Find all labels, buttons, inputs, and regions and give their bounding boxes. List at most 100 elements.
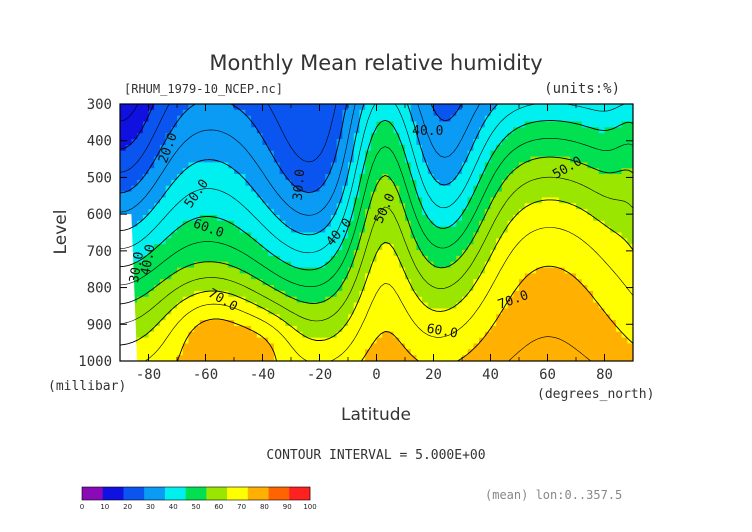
field-cell	[462, 139, 469, 146]
field-cell	[268, 337, 275, 345]
field-cell	[621, 133, 628, 140]
field-cell	[279, 209, 286, 216]
field-cell	[330, 308, 338, 315]
field-cell	[587, 127, 594, 134]
field-cell	[570, 121, 577, 128]
field-cell	[427, 290, 435, 298]
field-cell	[291, 144, 298, 152]
field-cell	[519, 279, 526, 286]
field-cell	[296, 121, 303, 128]
field-cell	[291, 290, 298, 298]
field-cell	[159, 355, 167, 361]
field-cell	[228, 144, 235, 152]
field-cell	[484, 285, 492, 292]
field-cell	[319, 232, 326, 239]
field-cell	[587, 174, 594, 181]
field-cell	[382, 325, 389, 333]
field-cell	[154, 250, 161, 257]
field-cell	[422, 250, 429, 257]
field-cell	[519, 214, 526, 222]
field-cell	[496, 355, 503, 361]
field-cell	[547, 127, 554, 134]
field-cell	[479, 197, 486, 204]
field-cell	[348, 133, 355, 140]
field-cell	[433, 179, 440, 187]
field-cell	[387, 325, 395, 333]
field-cell	[610, 156, 617, 164]
field-cell	[131, 214, 138, 222]
field-cell	[462, 162, 469, 169]
field-cell	[302, 343, 309, 350]
field-cell	[171, 314, 178, 321]
field-cell	[547, 343, 554, 350]
field-cell	[570, 109, 577, 117]
field-cell	[359, 238, 366, 245]
field-cell	[444, 109, 452, 117]
field-cell	[194, 156, 201, 164]
field-cell	[427, 337, 435, 345]
field-cell	[587, 144, 594, 152]
field-cell	[262, 191, 269, 199]
field-cell	[387, 255, 395, 263]
field-cell	[484, 290, 492, 298]
field-cell	[228, 226, 235, 234]
field-cell	[553, 185, 560, 193]
field-cell	[570, 267, 577, 274]
field-cell	[336, 156, 343, 164]
field-cell	[530, 139, 537, 146]
field-cell	[621, 220, 628, 228]
field-cell	[479, 343, 486, 350]
field-cell	[296, 214, 303, 222]
field-cell	[422, 267, 429, 274]
field-cell	[621, 302, 628, 310]
field-cell	[268, 325, 275, 333]
field-cell	[587, 325, 594, 333]
field-cell	[473, 308, 480, 315]
field-cell	[627, 355, 633, 361]
field-cell	[387, 273, 395, 280]
field-cell	[427, 255, 435, 263]
field-cell	[262, 226, 269, 234]
y-tick-label: 700	[87, 244, 112, 260]
field-cell	[222, 121, 229, 128]
field-cell	[273, 255, 281, 263]
field-cell	[496, 296, 503, 304]
field-cell	[536, 191, 543, 199]
field-cell	[547, 104, 554, 111]
field-cell	[228, 255, 235, 263]
field-cell	[142, 162, 150, 169]
field-cell	[142, 133, 150, 140]
field-cell	[416, 267, 423, 274]
field-cell	[342, 261, 349, 269]
field-cell	[342, 197, 349, 204]
field-cell	[154, 144, 161, 152]
field-cell	[273, 290, 281, 298]
field-cell	[382, 232, 389, 239]
field-cell	[553, 115, 560, 123]
field-cell	[216, 244, 224, 251]
field-cell	[444, 214, 452, 222]
field-cell	[456, 261, 463, 269]
field-cell	[273, 156, 281, 164]
field-cell	[444, 337, 452, 345]
field-cell	[576, 150, 583, 158]
field-cell	[211, 244, 218, 251]
field-cell	[245, 226, 252, 234]
field-cell	[211, 226, 218, 234]
field-cell	[234, 214, 241, 222]
field-cell	[427, 174, 435, 181]
field-cell	[199, 220, 207, 228]
field-cell	[234, 179, 241, 187]
field-cell	[587, 255, 594, 263]
field-cell	[171, 279, 178, 286]
field-cell	[245, 314, 252, 321]
field-cell	[273, 349, 281, 356]
field-cell	[142, 104, 150, 111]
field-cell	[467, 302, 474, 310]
field-cell	[216, 285, 224, 292]
field-cell	[570, 185, 577, 193]
field-cell	[211, 250, 218, 257]
field-cell	[501, 296, 509, 304]
field-cell	[570, 320, 577, 327]
field-cell	[142, 285, 150, 292]
